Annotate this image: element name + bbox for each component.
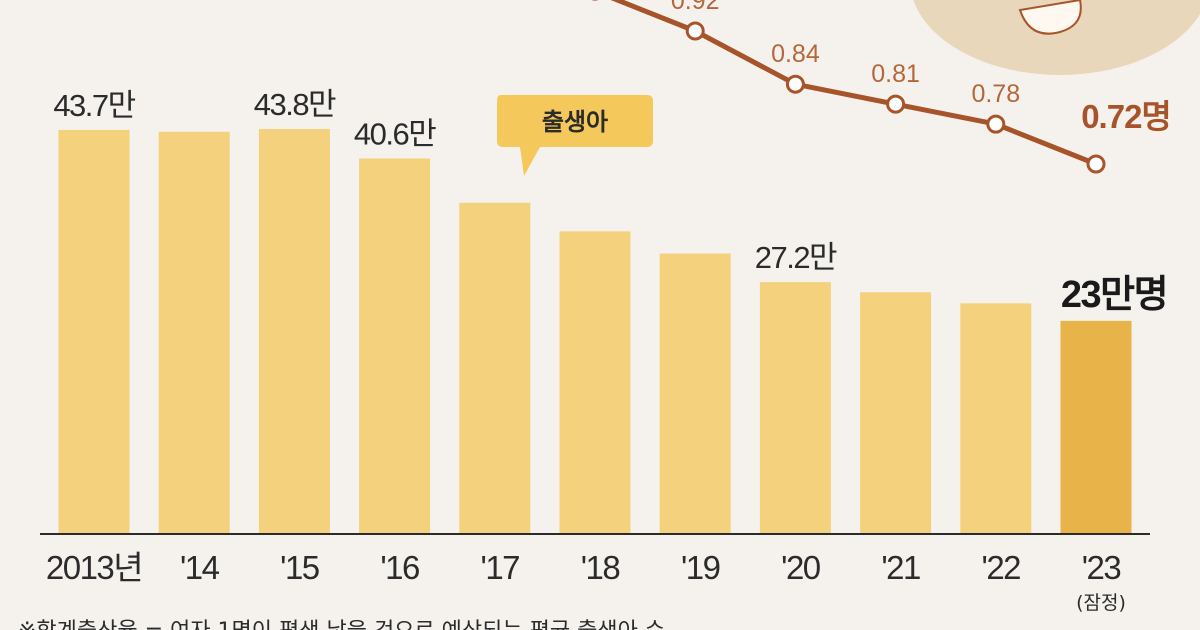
x-tick-label: '14 xyxy=(180,549,220,586)
series-callout: 출생아 xyxy=(497,95,653,176)
x-tick-sublabel: (잠정) xyxy=(1076,592,1126,614)
x-tick-label: 2013년 xyxy=(46,549,142,586)
line-point xyxy=(685,21,705,41)
bar xyxy=(58,129,130,534)
bar xyxy=(559,231,631,534)
bar-series xyxy=(40,129,1150,535)
x-tick-label: '22 xyxy=(982,549,1021,586)
bar xyxy=(659,253,731,533)
x-tick-label: '19 xyxy=(681,549,720,586)
x-tick-label: '16 xyxy=(380,549,419,586)
line-value-label: 0.84 xyxy=(771,40,820,68)
illustration-glow xyxy=(913,0,1200,75)
line-point xyxy=(986,114,1006,134)
bar xyxy=(459,202,531,533)
bar-value-label: 43.8만 xyxy=(254,87,336,122)
line-value-label: 0.81 xyxy=(871,60,920,88)
bar-value-label: 43.7만 xyxy=(53,88,135,123)
bar xyxy=(960,303,1032,533)
bar-value-label: 40.6만 xyxy=(354,117,436,152)
bar-value-label: 27.2만 xyxy=(755,240,837,275)
bar-value-labels: 43.7만 43.8만 40.6만 27.2만 23만명 xyxy=(53,87,1168,316)
bar xyxy=(1060,320,1132,533)
footnote: ※합계출산율 = 여자 1명이 평생 낳을 것으로 예상되는 평균 출생아 수 xyxy=(18,619,665,630)
line-point xyxy=(886,94,906,114)
x-tick-label: '21 xyxy=(881,549,920,586)
x-tick-label: '23 xyxy=(1082,549,1121,586)
line-value-label: 0.78 xyxy=(971,80,1020,108)
bar-value-label: 23만명 xyxy=(1061,274,1167,316)
line-point xyxy=(785,74,805,94)
line-value-label: 0.92 xyxy=(671,0,720,15)
x-tick-label: '15 xyxy=(280,549,319,586)
baby-hand-icon xyxy=(1018,0,1082,35)
bar xyxy=(759,282,831,533)
x-tick-label: '20 xyxy=(781,549,821,586)
x-tick-label: '18 xyxy=(581,549,620,586)
bar xyxy=(860,292,932,533)
bar xyxy=(158,131,230,533)
line-series: 0.980.920.840.810.780.72명 xyxy=(591,0,1172,174)
bar xyxy=(258,129,330,533)
baby-illustration xyxy=(913,0,1200,75)
x-tick-label: '17 xyxy=(481,549,520,586)
callout-bubble xyxy=(497,95,653,176)
line-value-label: 0.72명 xyxy=(1081,98,1171,135)
x-axis-ticks: 2013년 '14 '15 '16 '17 '18 '19 '20 '21 '22 '23 (잠정) xyxy=(46,549,1126,614)
line-point xyxy=(1086,154,1106,174)
callout-label: 출생아 xyxy=(542,108,608,136)
bar xyxy=(359,158,431,533)
